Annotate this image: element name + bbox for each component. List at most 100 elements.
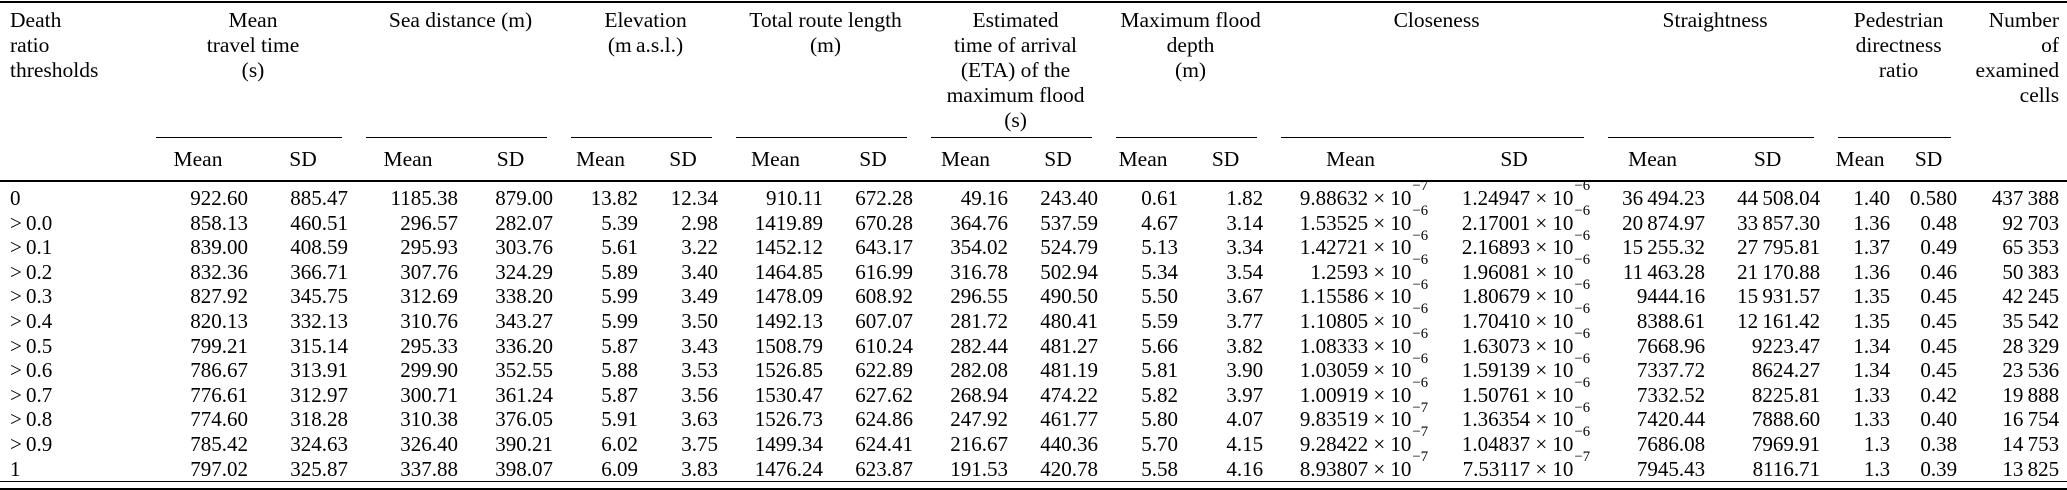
cell-travel_time_mean: 799.21 [190,333,248,358]
cell-route_length_sd: 624.86 [855,407,914,432]
cell-closeness_mean: 1.00919 × 10−6 [1299,375,1429,407]
cell-flood_depth_mean: 5.58 [1141,456,1179,481]
cell-elevation_mean: 6.09 [601,456,638,481]
cell-route_length_sd: 622.89 [855,358,914,383]
cell-elevation_sd: 2.98 [681,210,719,235]
cell-elevation_sd: 3.53 [681,358,719,383]
cell-travel_time_sd: 332.13 [290,308,348,333]
cell-route_length_sd: 643.17 [855,235,914,260]
group-rule-cell-flood_depth [1108,133,1273,142]
cell-eta_mean: 282.08 [950,358,1009,383]
subheader-travel_time-mean: Mean [148,142,258,182]
cell-eta_mean: 281.72 [950,308,1009,333]
cell-pedestrian_sd: 0.46 [1920,259,1958,284]
cell-sea_distance_sd: 352.55 [495,358,553,383]
group-rule-closeness [1281,137,1585,142]
cell-examined-cells: 92 703 [2002,210,2060,235]
bottom-rule [0,481,2067,490]
cell-elevation_mean: 5.91 [601,407,638,432]
cell-eta_sd: 474.22 [1040,382,1099,407]
group-rule-cell-closeness [1273,133,1600,142]
cell-straightness_sd: 33 857.30 [1737,210,1821,235]
table-row: > 0.7 776.61 312.97 300.71 361.24 5.87 3.56 153… [0,375,2067,408]
cell-sea_distance_mean: 296.57 [400,210,458,235]
cell-closeness_mean: 1.2593 × 10−6 [1310,252,1429,284]
cell-travel_time_mean: 797.02 [190,456,248,481]
cell-closeness_sd: 1.59139 × 10−6 [1461,350,1591,383]
cell-threshold: 0 [10,186,21,210]
cell-sea_distance_mean: 295.33 [400,333,458,358]
cell-route_length_sd: 627.62 [855,382,914,407]
col-group-eta: Estimated time of arrival (ETA) of the m… [946,8,1085,132]
group-rule-cell-eta [923,133,1108,142]
cell-closeness_mean: 1.10805 × 10−6 [1299,301,1429,333]
group-rule-cell-route_length [728,133,923,142]
cell-flood_depth_sd: 4.07 [1226,407,1264,432]
cell-elevation_sd: 3.49 [681,284,719,309]
cell-straightness_sd: 15 931.57 [1737,284,1821,309]
cell-straightness_sd: 27 795.81 [1737,235,1821,260]
cell-pedestrian_sd: 0.580 [1909,186,1958,210]
subheader-straightness-mean: Mean [1600,142,1716,182]
cell-eta_mean: 49.16 [960,186,1009,210]
table-row: > 0.5 799.21 315.14 295.33 336.20 5.87 3.43 150… [0,327,2067,359]
cell-travel_time_sd: 312.97 [290,382,348,407]
cell-examined-cells: 35 542 [2002,308,2060,333]
cell-straightness_mean: 8388.61 [1636,308,1706,333]
cell-travel_time_sd: 366.71 [290,259,348,284]
cell-travel_time_mean: 839.00 [190,235,248,260]
cell-pedestrian_sd: 0.45 [1920,308,1958,333]
cell-pedestrian_mean: 1.35 [1853,308,1891,333]
cell-flood_depth_sd: 3.54 [1226,259,1264,284]
cell-flood_depth_sd: 4.16 [1226,456,1264,481]
cell-threshold: > 0.2 [10,259,53,284]
col-group-flood_depth: Maximum flood depth (m) [1120,8,1261,82]
cell-elevation_mean: 5.99 [601,308,638,333]
cell-pedestrian_mean: 1.33 [1853,407,1891,432]
cell-travel_time_sd: 460.51 [290,210,348,235]
group-rule-elevation [571,137,713,142]
cell-eta_sd: 481.27 [1040,333,1099,358]
cell-eta_mean: 316.78 [950,259,1009,284]
cell-flood_depth_sd: 3.34 [1226,235,1264,260]
cell-threshold: > 0.1 [10,235,53,260]
group-rule-cell-travel_time [148,133,358,142]
cell-threshold: > 0.9 [10,431,53,456]
cell-sea_distance_sd: 338.20 [495,284,553,309]
cell-closeness_sd: 1.50761 × 10−6 [1461,375,1591,407]
cell-flood_depth_sd: 3.67 [1226,284,1264,309]
cell-straightness_mean: 15 255.32 [1622,235,1706,260]
cell-pedestrian_sd: 0.38 [1920,431,1958,456]
cell-elevation_mean: 5.89 [601,259,638,284]
cell-examined-cells: 23 536 [2002,358,2060,383]
cell-threshold: > 0.6 [10,358,53,383]
cell-elevation_sd: 3.40 [681,259,719,284]
cell-straightness_sd: 21 170.88 [1737,259,1821,284]
subheader-route_length-mean: Mean [728,142,834,182]
cell-pedestrian_mean: 1.35 [1853,284,1891,309]
cell-pedestrian_sd: 0.48 [1920,210,1958,235]
cell-flood_depth_mean: 4.67 [1141,210,1179,235]
group-rule-cell-straightness [1600,133,1830,142]
cell-flood_depth_mean: 5.50 [1141,284,1179,309]
table-row: 1 797.02 325.87 337.88 398.07 6.09 3.83 1476.24… [0,450,2067,482]
cell-threshold: 1 [10,456,21,481]
col-group-sea_distance: Sea distance (m) [388,8,533,32]
cell-straightness_mean: 9444.16 [1636,284,1706,309]
subheader-sea_distance-mean: Mean [358,142,468,182]
cell-eta_mean: 191.53 [950,456,1009,481]
cell-sea_distance_mean: 310.38 [400,407,458,432]
cell-elevation_mean: 5.99 [601,284,638,309]
cell-closeness_mean: 9.83519 × 10−7 [1299,399,1429,432]
cell-sea_distance_sd: 390.21 [495,431,553,456]
cell-travel_time_sd: 324.63 [290,431,348,456]
cell-flood_depth_mean: 5.13 [1141,235,1179,260]
subheader-elevation-mean: Mean [563,142,648,182]
subheader-pedestrian-sd: SD [1900,142,1968,182]
cell-closeness_sd: 1.96081 × 10−6 [1461,252,1591,284]
cell-route_length_sd: 670.28 [855,210,914,235]
cell-pedestrian_sd: 0.45 [1920,284,1958,309]
group-rule-straightness [1608,137,1815,142]
cell-pedestrian_mean: 1.34 [1853,358,1891,383]
cell-straightness_sd: 8624.27 [1751,358,1821,383]
